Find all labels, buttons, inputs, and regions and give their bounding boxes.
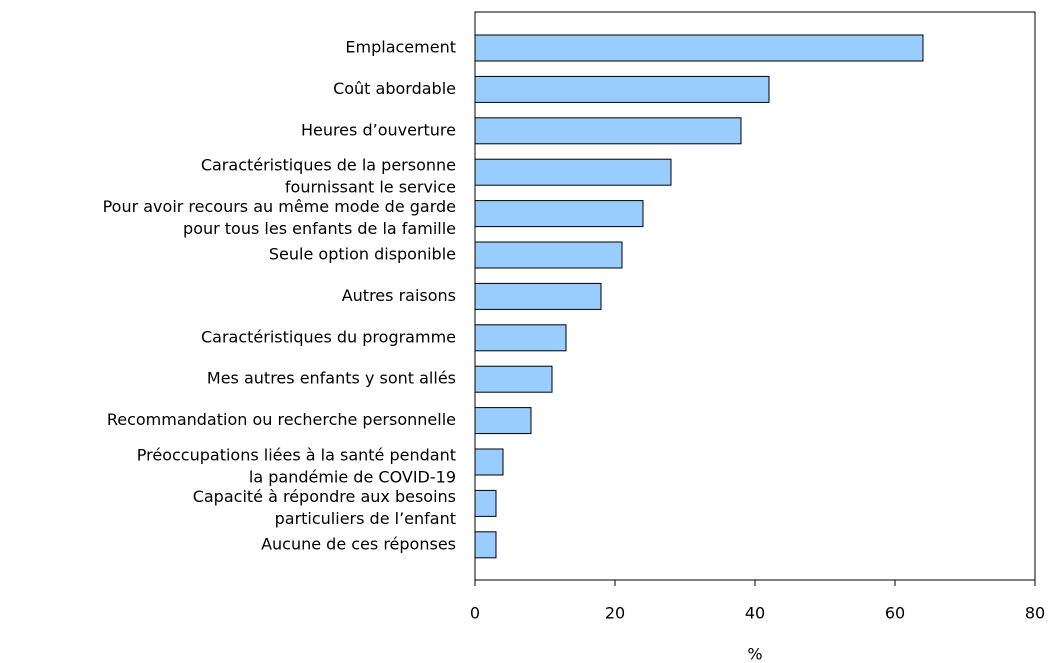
y-tick-label: pour tous les enfants de la famille [183, 219, 456, 238]
y-tick-label: Caractéristiques de la personne [201, 156, 456, 175]
y-tick-label: Recommandation ou recherche personnelle [107, 410, 456, 429]
y-tick-label: Aucune de ces réponses [261, 534, 456, 553]
y-tick-label: Caractéristiques du programme [201, 327, 456, 346]
y-tick-label: Autres raisons [342, 286, 456, 305]
x-tick-label: 60 [885, 604, 905, 623]
bar [474, 448, 504, 476]
bar [474, 117, 742, 145]
bar [474, 158, 672, 186]
y-tick-label: particuliers de l’enfant [275, 509, 456, 528]
y-tick-label: Emplacement [345, 38, 456, 57]
y-tick-label: Coût abordable [333, 79, 456, 98]
x-tick-label: 80 [1025, 604, 1045, 623]
bar [474, 324, 567, 352]
x-tick-label: 20 [605, 604, 625, 623]
bar [474, 365, 553, 393]
y-tick-label: fournissant le service [285, 178, 456, 197]
y-tick-label: Mes autres enfants y sont allés [207, 369, 456, 388]
x-tick-label: 40 [745, 604, 765, 623]
x-tick-label: 0 [470, 604, 480, 623]
bar [474, 407, 532, 435]
y-tick-label: Préoccupations liées à la santé pendant [137, 446, 456, 465]
bar [474, 241, 623, 269]
y-tick-label: Seule option disponible [269, 245, 456, 264]
bar [474, 75, 770, 103]
bar [474, 531, 497, 559]
bar [474, 489, 497, 517]
y-tick-label: Heures d’ouverture [301, 120, 456, 139]
bar [474, 200, 644, 228]
y-tick-label: la pandémie de COVID-19 [249, 468, 456, 487]
bar [474, 282, 602, 310]
y-tick-label: Capacité à répondre aux besoins [193, 487, 456, 506]
y-tick-label: Pour avoir recours au même mode de garde [103, 197, 456, 216]
bar [474, 34, 924, 62]
x-axis-label: % [747, 645, 762, 663]
